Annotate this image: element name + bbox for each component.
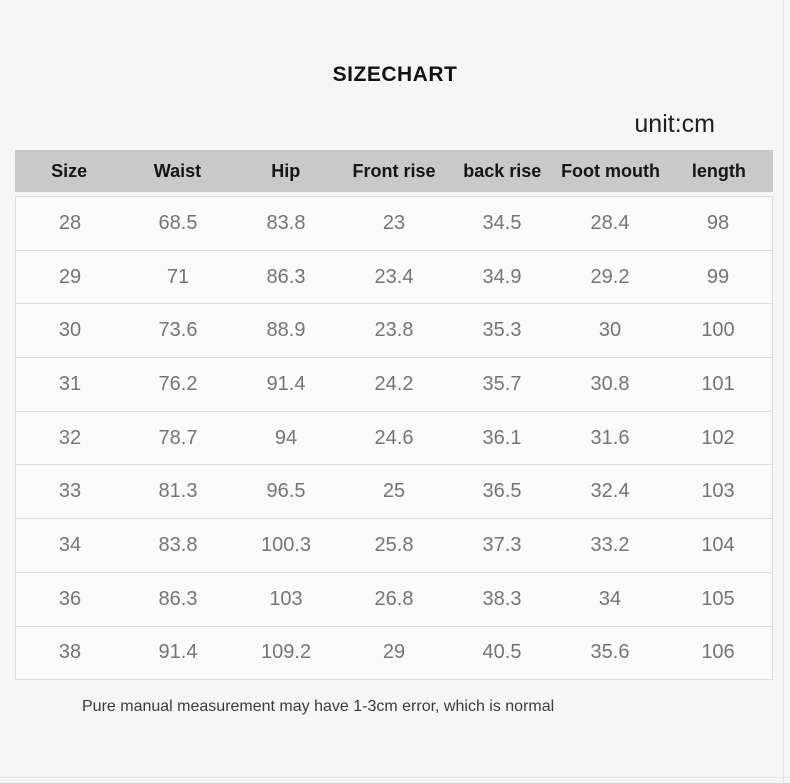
table-cell: 28.4 bbox=[590, 211, 630, 234]
table-cell: 36 bbox=[58, 587, 82, 610]
right-edge-divider bbox=[783, 0, 784, 783]
table-cell: 76.2 bbox=[158, 372, 198, 395]
size-chart-table: Size Waist Hip Front rise back rise Foot mout… bbox=[15, 150, 773, 681]
table-cell: 35.6 bbox=[590, 641, 630, 664]
table-cell: 35.7 bbox=[482, 372, 522, 395]
table-cell: 24.6 bbox=[374, 426, 414, 449]
table-cell: 34 bbox=[598, 587, 622, 610]
table-cell: 38.3 bbox=[482, 587, 522, 610]
column-header-waist: Waist bbox=[153, 160, 202, 181]
table-cell: 102 bbox=[701, 426, 735, 449]
table-cell: 33 bbox=[58, 480, 82, 503]
table-row: 29 71 86.3 23.4 34.9 29.2 99 bbox=[16, 249, 772, 304]
table-cell: 81.3 bbox=[158, 480, 198, 503]
table-row: 31 76.2 91.4 24.2 35.7 30.8 101 bbox=[16, 357, 772, 411]
column-header-size: Size bbox=[51, 160, 88, 181]
measurement-disclaimer: Pure manual measurement may have 1-3cm e… bbox=[82, 698, 555, 715]
table-cell: 23 bbox=[382, 211, 406, 234]
table-cell: 38 bbox=[58, 641, 82, 664]
table-cell: 83.8 bbox=[266, 211, 306, 234]
table-cell: 33.2 bbox=[590, 533, 630, 556]
column-header-hip: Hip bbox=[271, 160, 301, 181]
table-cell: 101 bbox=[701, 372, 735, 395]
table-cell: 37.3 bbox=[482, 533, 522, 556]
table-cell: 25.8 bbox=[374, 533, 414, 556]
table-cell: 30 bbox=[598, 319, 622, 342]
table-cell: 36.5 bbox=[482, 480, 522, 503]
table-cell: 29 bbox=[58, 265, 82, 288]
table-cell: 35.3 bbox=[482, 319, 522, 342]
table-cell: 78.7 bbox=[158, 426, 198, 449]
table-cell: 104 bbox=[701, 533, 735, 556]
table-cell: 34.5 bbox=[482, 211, 522, 234]
table-cell: 73.6 bbox=[158, 319, 198, 342]
table-cell: 26.8 bbox=[374, 587, 414, 610]
table-cell: 109.2 bbox=[260, 641, 312, 664]
table-row: 28 68.5 83.8 23 34.5 28.4 98 bbox=[16, 197, 772, 250]
table-cell: 68.5 bbox=[158, 211, 198, 234]
table-cell: 34.9 bbox=[482, 265, 522, 288]
table-cell: 40.5 bbox=[482, 641, 522, 664]
table-cell: 105 bbox=[701, 587, 735, 610]
table-cell: 34 bbox=[58, 533, 82, 556]
table-cell: 23.4 bbox=[374, 265, 414, 288]
table-cell: 88.9 bbox=[266, 319, 306, 342]
size-chart-body: 28 68.5 83.8 23 34.5 28.4 98 29 71 86.3 23.4 34.9 29… bbox=[15, 196, 773, 681]
table-cell: 86.3 bbox=[158, 587, 198, 610]
table-cell: 24.2 bbox=[374, 372, 414, 395]
table-cell: 31 bbox=[58, 372, 82, 395]
column-header-length: length bbox=[691, 160, 746, 181]
page-title: SIZECHART bbox=[332, 63, 458, 86]
table-cell: 36.1 bbox=[482, 426, 522, 449]
table-row: 32 78.7 94 24.6 36.1 31.6 102 bbox=[16, 410, 772, 465]
table-row: 34 83.8 100.3 25.8 37.3 33.2 104 bbox=[16, 518, 772, 572]
table-cell: 30 bbox=[58, 319, 82, 342]
table-cell: 106 bbox=[701, 641, 735, 664]
table-cell: 29 bbox=[382, 641, 406, 664]
table-cell: 98 bbox=[706, 211, 730, 234]
table-cell: 31.6 bbox=[590, 426, 630, 449]
table-cell: 91.4 bbox=[158, 641, 198, 664]
table-cell: 25 bbox=[382, 480, 406, 503]
table-cell: 32 bbox=[58, 426, 82, 449]
table-row: 33 81.3 96.5 25 36.5 32.4 103 bbox=[16, 464, 772, 518]
table-cell: 94 bbox=[274, 426, 298, 449]
table-cell: 71 bbox=[166, 265, 190, 288]
table-cell: 99 bbox=[706, 265, 730, 288]
table-cell: 29.2 bbox=[590, 265, 630, 288]
table-cell: 91.4 bbox=[266, 372, 306, 395]
unit-label: unit:cm bbox=[634, 110, 715, 138]
bottom-edge-divider bbox=[0, 777, 790, 778]
table-cell: 86.3 bbox=[266, 265, 306, 288]
table-row: 38 91.4 109.2 29 40.5 35.6 106 bbox=[16, 625, 772, 680]
table-cell: 96.5 bbox=[266, 480, 306, 503]
table-cell: 100.3 bbox=[260, 533, 312, 556]
column-header-front-rise: Front rise bbox=[352, 160, 436, 181]
table-cell: 28 bbox=[58, 211, 82, 234]
table-cell: 32.4 bbox=[590, 480, 630, 503]
table-cell: 30.8 bbox=[590, 372, 630, 395]
size-chart-header-row: Size Waist Hip Front rise back rise Foot mout… bbox=[15, 150, 773, 192]
column-header-foot-mouth: Foot mouth bbox=[561, 160, 661, 181]
column-header-back-rise: back rise bbox=[463, 160, 542, 181]
table-cell: 103 bbox=[269, 587, 303, 610]
table-cell: 23.8 bbox=[374, 319, 414, 342]
table-row: 30 73.6 88.9 23.8 35.3 30 100 bbox=[16, 303, 772, 357]
table-cell: 100 bbox=[701, 319, 735, 342]
table-cell: 83.8 bbox=[158, 533, 198, 556]
table-row: 36 86.3 103 26.8 38.3 34 105 bbox=[16, 571, 772, 626]
table-cell: 103 bbox=[701, 480, 735, 503]
